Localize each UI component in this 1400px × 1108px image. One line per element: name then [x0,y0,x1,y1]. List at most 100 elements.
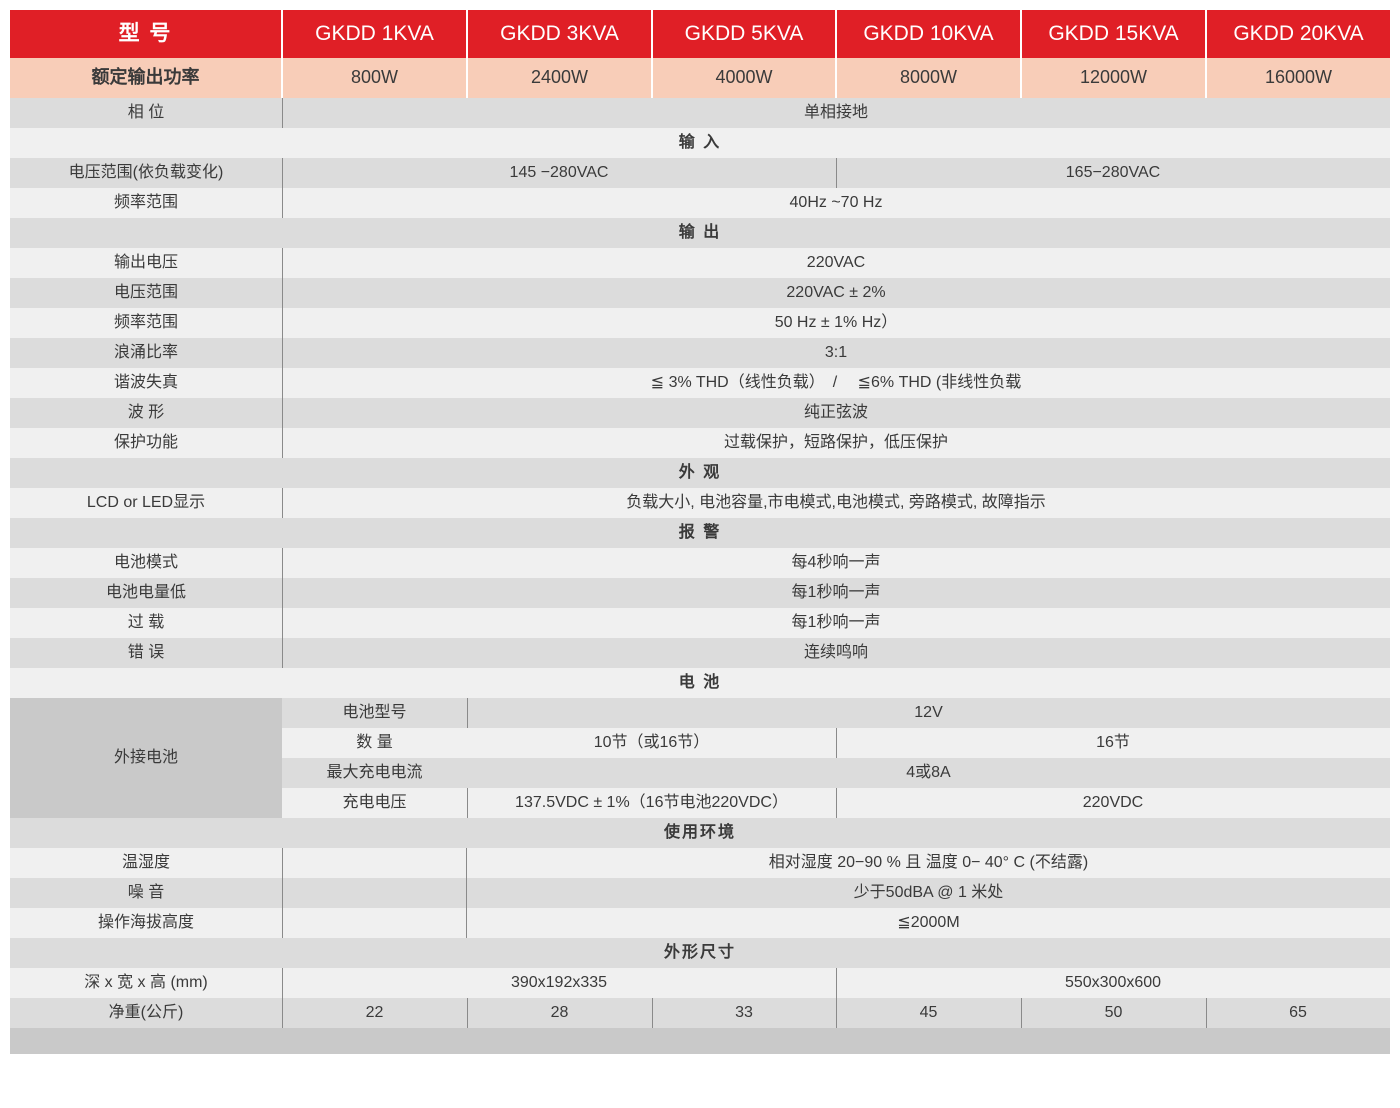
battery-charge-voltage-value-left: 137.5VDC ± 1%（16节电池220VDC） [467,788,836,818]
section-alarm-row: 报 警 [10,518,1390,548]
output-freq-range-value: 50 Hz ± 1% Hz） [282,308,1390,338]
battery-charge-voltage-row: 充电电压 137.5VDC ± 1%（16节电池220VDC） 220VDC [10,788,1390,818]
input-freq-range-label: 频率范围 [10,188,282,218]
env-noise-row: 噪 音 少于50dBA @ 1 米处 [10,878,1390,908]
header-model-15kva: GKDD 15KVA [1021,10,1207,58]
phase-row: 相 位 单相接地 [10,98,1390,128]
output-thd-row: 谐波失真 ≦ 3% THD（线性负载） / ≦6% THD (非线性负载 [10,368,1390,398]
env-temp-humidity-row: 温湿度 相对湿度 20−90 % 且 温度 0− 40° C (不结露) [10,848,1390,878]
dimension-size-value-left: 390x192x335 [282,968,836,998]
env-altitude-value: ≦2000M [467,908,1390,938]
alarm-overload-value: 每1秒响一声 [282,608,1390,638]
output-thd-label: 谐波失真 [10,368,282,398]
output-protection-label: 保护功能 [10,428,282,458]
phase-value: 单相接地 [282,98,1390,128]
section-output-row: 输 出 [10,218,1390,248]
rated-power-15kva: 12000W [1021,58,1207,98]
rated-power-5kva: 4000W [652,58,837,98]
net-weight-row: 净重(公斤) 22 28 33 45 50 65 [10,998,1390,1028]
phase-label: 相 位 [10,98,282,128]
battery-quantity-row: 数 量 10节（或16节） 16节 [10,728,1390,758]
net-weight-label: 净重(公斤) [10,998,282,1028]
alarm-fault-row: 错 误 连续鸣响 [10,638,1390,668]
battery-group-label: 外接电池 [10,698,282,818]
section-battery-row: 电 池 [10,668,1390,698]
dimension-size-row: 深 x 宽 x 高 (mm) 390x192x335 550x300x600 [10,968,1390,998]
env-spacer-cell-2 [282,878,467,908]
net-weight-3kva: 28 [467,998,652,1028]
section-alarm-title: 报 警 [10,518,1390,548]
alarm-battery-mode-value: 每4秒响一声 [282,548,1390,578]
output-voltage-value: 220VAC [282,248,1390,278]
input-voltage-range-label: 电压范围(依负载变化) [10,158,282,188]
appearance-display-value: 负载大小, 电池容量,市电模式,电池模式, 旁路模式, 故障指示 [282,488,1390,518]
battery-model-label: 电池型号 [282,698,467,728]
alarm-low-battery-row: 电池电量低 每1秒响一声 [10,578,1390,608]
header-model-20kva: GKDD 20KVA [1206,10,1390,58]
output-surge-ratio-row: 浪涌比率 3:1 [10,338,1390,368]
net-weight-10kva: 45 [836,998,1021,1028]
section-appearance-title: 外 观 [10,458,1390,488]
output-surge-ratio-label: 浪涌比率 [10,338,282,368]
input-voltage-range-row: 电压范围(依负载变化) 145 −280VAC 165−280VAC [10,158,1390,188]
rated-power-label: 额定输出功率 [10,58,283,98]
net-weight-20kva: 65 [1206,998,1390,1028]
output-waveform-label: 波 形 [10,398,282,428]
output-voltage-label: 输出电压 [10,248,282,278]
appearance-display-row: LCD or LED显示 负载大小, 电池容量,市电模式,电池模式, 旁路模式,… [10,488,1390,518]
section-dimension-row: 外形尺寸 [10,938,1390,968]
output-freq-range-row: 频率范围 50 Hz ± 1% Hz） [10,308,1390,338]
table-footer-strip [10,1028,1390,1054]
env-noise-label: 噪 音 [10,878,282,908]
battery-max-charge-current-label: 最大充电电流 [282,758,467,788]
header-model-label: 型 号 [10,10,283,58]
battery-quantity-value-left: 10节（或16节） [467,728,836,758]
alarm-low-battery-value: 每1秒响一声 [282,578,1390,608]
alarm-overload-label: 过 载 [10,608,282,638]
dimension-size-value-right: 550x300x600 [836,968,1390,998]
output-voltage-row: 输出电压 220VAC [10,248,1390,278]
appearance-display-label: LCD or LED显示 [10,488,282,518]
output-thd-value: ≦ 3% THD（线性负载） / ≦6% THD (非线性负载 [282,368,1390,398]
input-freq-range-value: 40Hz ~70 Hz [282,188,1390,218]
rated-power-1kva: 800W [282,58,468,98]
header-model-5kva: GKDD 5KVA [652,10,837,58]
footer-strip-cell [10,1028,1390,1054]
rated-power-20kva: 16000W [1206,58,1390,98]
battery-model-row: 外接电池 电池型号 12V [10,698,1390,818]
output-waveform-value: 纯正弦波 [282,398,1390,428]
alarm-low-battery-label: 电池电量低 [10,578,282,608]
specification-table: 型 号 GKDD 1KVA GKDD 3KVA GKDD 5KVA GKDD 1… [10,10,1390,1054]
battery-max-charge-current-row: 最大充电电流 4或8A [10,758,1390,788]
net-weight-5kva: 33 [652,998,836,1028]
output-voltage-range-value: 220VAC ± 2% [282,278,1390,308]
section-environment-row: 使用环境 [10,818,1390,848]
output-protection-value: 过载保护，短路保护，低压保护 [282,428,1390,458]
section-appearance-row: 外 观 [10,458,1390,488]
rated-power-10kva: 8000W [836,58,1022,98]
env-altitude-label: 操作海拔高度 [10,908,282,938]
header-model-10kva: GKDD 10KVA [836,10,1022,58]
battery-quantity-label: 数 量 [282,728,467,758]
alarm-fault-label: 错 误 [10,638,282,668]
battery-charge-voltage-value-right: 220VDC [836,788,1390,818]
alarm-battery-mode-row: 电池模式 每4秒响一声 [10,548,1390,578]
env-temp-humidity-label: 温湿度 [10,848,282,878]
input-voltage-range-value-right: 165−280VAC [836,158,1390,188]
section-battery-title: 电 池 [10,668,1390,698]
input-freq-range-row: 频率范围 40Hz ~70 Hz [10,188,1390,218]
output-voltage-range-label: 电压范围 [10,278,282,308]
header-model-1kva: GKDD 1KVA [282,10,468,58]
header-model-3kva: GKDD 3KVA [467,10,653,58]
net-weight-15kva: 50 [1021,998,1206,1028]
rated-power-3kva: 2400W [467,58,653,98]
dimension-size-label: 深 x 宽 x 高 (mm) [10,968,282,998]
net-weight-1kva: 22 [282,998,467,1028]
env-spacer-cell-1 [282,848,467,878]
output-surge-ratio-value: 3:1 [282,338,1390,368]
section-environment-title: 使用环境 [10,818,1390,848]
alarm-fault-value: 连续鸣响 [282,638,1390,668]
alarm-battery-mode-label: 电池模式 [10,548,282,578]
env-spacer-cell-3 [282,908,467,938]
